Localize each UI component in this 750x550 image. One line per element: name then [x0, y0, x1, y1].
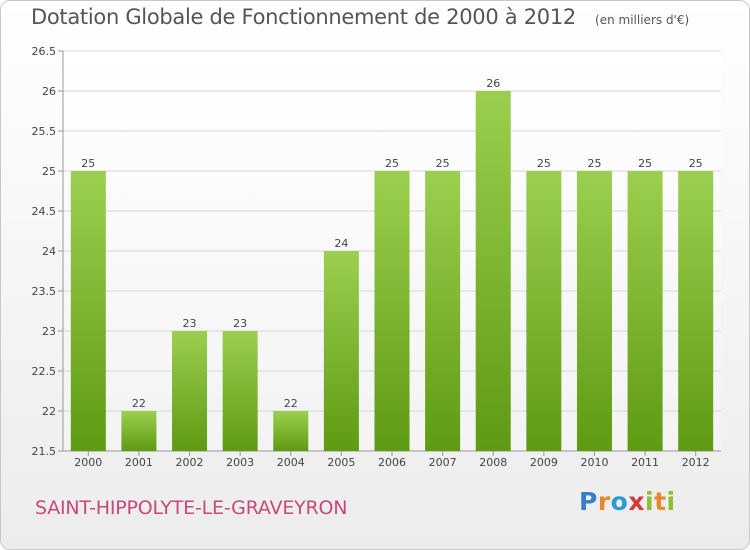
bar-2000: [70, 171, 106, 451]
data-label-2011: 25: [638, 157, 652, 170]
x-tick-label-2000: 2000: [74, 456, 102, 469]
bar-2003: [222, 331, 258, 451]
data-label-2000: 25: [81, 157, 95, 170]
bar-2012: [678, 171, 714, 451]
data-label-2001: 22: [132, 397, 146, 410]
x-tick-label-2011: 2011: [631, 456, 659, 469]
data-label-2003: 23: [233, 317, 247, 330]
chart-unit: (en milliers d'€): [595, 13, 690, 27]
data-label-2009: 25: [537, 157, 551, 170]
y-tick-label: 23: [42, 325, 56, 338]
y-tick-label: 26.5: [32, 45, 57, 58]
bar-2008: [475, 91, 511, 451]
x-tick-label-2002: 2002: [176, 456, 204, 469]
y-tick-label: 22: [42, 405, 56, 418]
data-label-2005: 24: [334, 237, 348, 250]
data-label-2004: 22: [284, 397, 298, 410]
x-tick-label-2005: 2005: [327, 456, 355, 469]
bar-chart: 21.5 22 22.5 23 23.5 24 24.5 25 25.5 26 26.5 25 2000…: [32, 45, 721, 469]
x-tick-label-2003: 2003: [226, 456, 254, 469]
y-tick-label: 26: [42, 85, 56, 98]
x-tick-label-2008: 2008: [479, 456, 507, 469]
bar-2007: [425, 171, 461, 451]
x-tick-label-2007: 2007: [429, 456, 457, 469]
x-tick-label-2009: 2009: [530, 456, 558, 469]
x-tick-label-2012: 2012: [682, 456, 710, 469]
chart-header: Dotation Globale de Fonctionnement de 20…: [31, 5, 689, 29]
data-label-2012: 25: [689, 157, 703, 170]
y-tick-label: 24.5: [32, 205, 57, 218]
x-tick-label-2010: 2010: [580, 456, 608, 469]
data-label-2006: 25: [385, 157, 399, 170]
x-tick-label-2001: 2001: [125, 456, 153, 469]
y-tick-label: 22.5: [32, 365, 57, 378]
bar-2002: [172, 331, 208, 451]
data-label-2010: 25: [587, 157, 601, 170]
bar-2004: [273, 411, 309, 451]
x-tick-label-2006: 2006: [378, 456, 406, 469]
bar-2010: [576, 171, 612, 451]
y-tick-label: 25.5: [32, 125, 57, 138]
data-label-2007: 25: [436, 157, 450, 170]
data-label-2002: 23: [183, 317, 197, 330]
bar-2011: [627, 171, 663, 451]
bar-2005: [323, 251, 359, 451]
y-tick-label: 24: [42, 245, 56, 258]
y-tick-label: 21.5: [32, 445, 57, 458]
bar-2006: [374, 171, 410, 451]
bar-2009: [526, 171, 562, 451]
y-tick-label: 23.5: [32, 285, 57, 298]
bar-2001: [121, 411, 157, 451]
x-tick-label-2004: 2004: [277, 456, 305, 469]
y-tick-label: 25: [42, 165, 56, 178]
commune-name: SAINT-HIPPOLYTE-LE-GRAVEYRON: [35, 497, 348, 519]
proxiti-logo: Proxiti: [579, 487, 676, 516]
chart-title: Dotation Globale de Fonctionnement de 20…: [31, 5, 576, 29]
data-label-2008: 26: [486, 77, 500, 90]
